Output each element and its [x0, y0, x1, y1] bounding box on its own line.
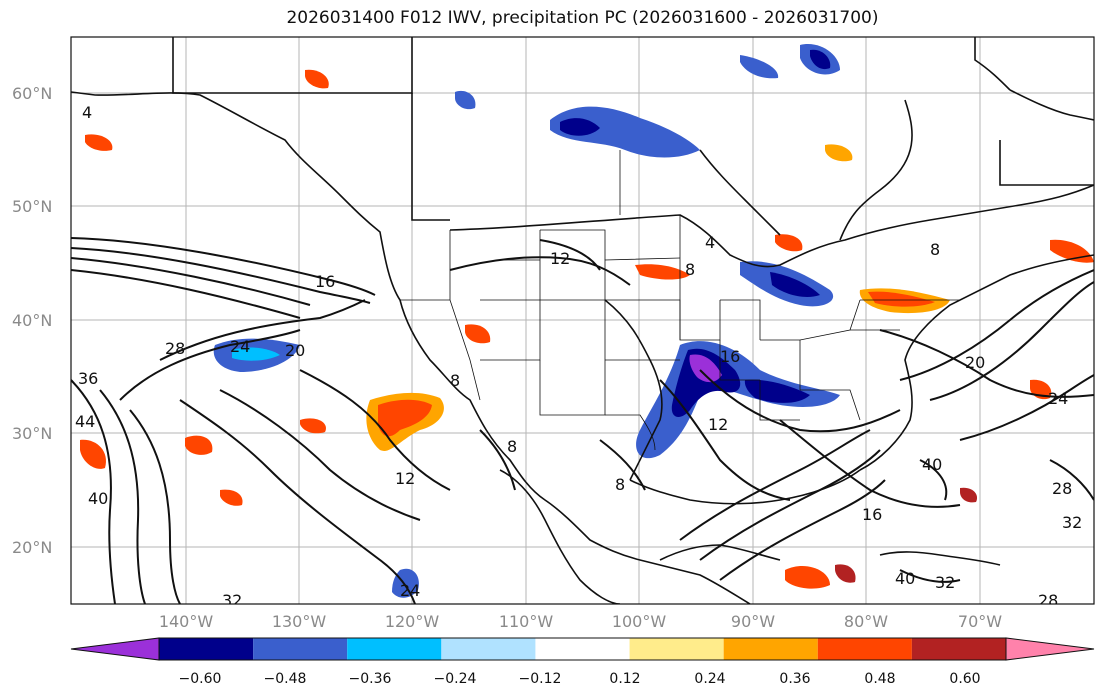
contour-label: 44: [75, 412, 95, 431]
lat-label: 20°N: [12, 538, 52, 557]
contour-label: 32: [1062, 513, 1082, 532]
contour-label: 24: [400, 581, 420, 600]
state-borders: [400, 150, 960, 451]
contour-label: 36: [78, 369, 98, 388]
colorbar-outline: [158, 637, 1007, 661]
colorbar-segment: [159, 638, 254, 660]
colorbar-segment: [253, 638, 348, 660]
contour-label: 28: [1038, 591, 1058, 610]
longitude-labels: 140°W 130°W 120°W 110°W 100°W 90°W 80°W …: [159, 612, 1002, 631]
lon-label: 70°W: [958, 612, 1002, 631]
contour-label: 4: [705, 233, 715, 252]
colorbar-segment: [347, 638, 442, 660]
contour-label: 40: [88, 489, 108, 508]
colorbar-segment: [817, 638, 912, 660]
colorbar-segment: [911, 638, 1006, 660]
contour-label: 40: [895, 569, 915, 588]
lon-label: 120°W: [385, 612, 440, 631]
colorbar-tick-label: −0.12: [519, 671, 562, 687]
lon-label: 110°W: [499, 612, 554, 631]
colorbar-tick-label: −0.36: [349, 671, 392, 687]
colorbar-segment: [723, 638, 818, 660]
contour-label: 32: [935, 573, 955, 592]
colorbar-tick-label: 0.48: [864, 671, 895, 687]
precip-shading: [80, 44, 1094, 598]
contour-label: 8: [507, 437, 517, 456]
colorbar-segment: [535, 638, 630, 660]
lon-label: 140°W: [159, 612, 214, 631]
contour-label: 8: [685, 260, 695, 279]
colorbar-tick-label: 0.60: [949, 671, 980, 687]
contour-label: 32: [222, 591, 242, 610]
colorbar-tick-label: 0.36: [779, 671, 810, 687]
contour-label: 16: [862, 505, 882, 524]
contour-label: 12: [550, 249, 570, 268]
contour-label: 28: [1052, 479, 1072, 498]
coastlines: [71, 37, 1094, 604]
map-title: 2026031400 F012 IWV, precipitation PC (2…: [286, 8, 879, 28]
colorbar-tick-label: −0.60: [179, 671, 222, 687]
colorbar-underflow-arrow: [70, 637, 160, 661]
colorbar-tick-label: 0.12: [609, 671, 640, 687]
lat-label: 60°N: [12, 84, 52, 103]
latitude-labels: 60°N 50°N 40°N 30°N 20°N: [12, 84, 52, 557]
lon-label: 90°W: [731, 612, 775, 631]
contour-label: 8: [615, 475, 625, 494]
contour-labels: 16 12 8 28 24 20 36 44 40 32 24 12 8 16 …: [75, 103, 1082, 610]
colorbar-overflow-arrow: [1005, 637, 1095, 661]
contour-label: 20: [285, 341, 305, 360]
lon-label: 100°W: [612, 612, 667, 631]
colorbar-tick-label: −0.48: [264, 671, 307, 687]
contour-label: 20: [965, 353, 985, 372]
colorbar-segment: [629, 638, 724, 660]
contour-label: 12: [708, 415, 728, 434]
lon-label: 130°W: [272, 612, 327, 631]
contour-label: 4: [82, 103, 92, 122]
lat-label: 40°N: [12, 311, 52, 330]
contour-label: 28: [165, 339, 185, 358]
colorbar-tick-label: 0.24: [694, 671, 725, 687]
lon-label: 80°W: [844, 612, 888, 631]
iwv-contours: [71, 237, 1094, 604]
colorbar-tick-label: −0.24: [434, 671, 477, 687]
contour-label: 8: [450, 371, 460, 390]
contour-label: 16: [315, 272, 335, 291]
colorbar: [70, 637, 1095, 661]
contour-label: 16: [720, 347, 740, 366]
map-border: [70, 36, 1095, 605]
colorbar-segment: [441, 638, 536, 660]
lat-label: 50°N: [12, 197, 52, 216]
contour-label: 12: [395, 469, 415, 488]
lat-label: 30°N: [12, 424, 52, 443]
contour-label: 24: [1048, 389, 1068, 408]
contour-label: 40: [922, 455, 942, 474]
contour-label: 8: [930, 240, 940, 259]
contour-label: 24: [230, 337, 250, 356]
colorbar-tick-labels: −0.60 −0.48 −0.36 −0.24 −0.12 0.12 0.24 …: [179, 671, 981, 687]
